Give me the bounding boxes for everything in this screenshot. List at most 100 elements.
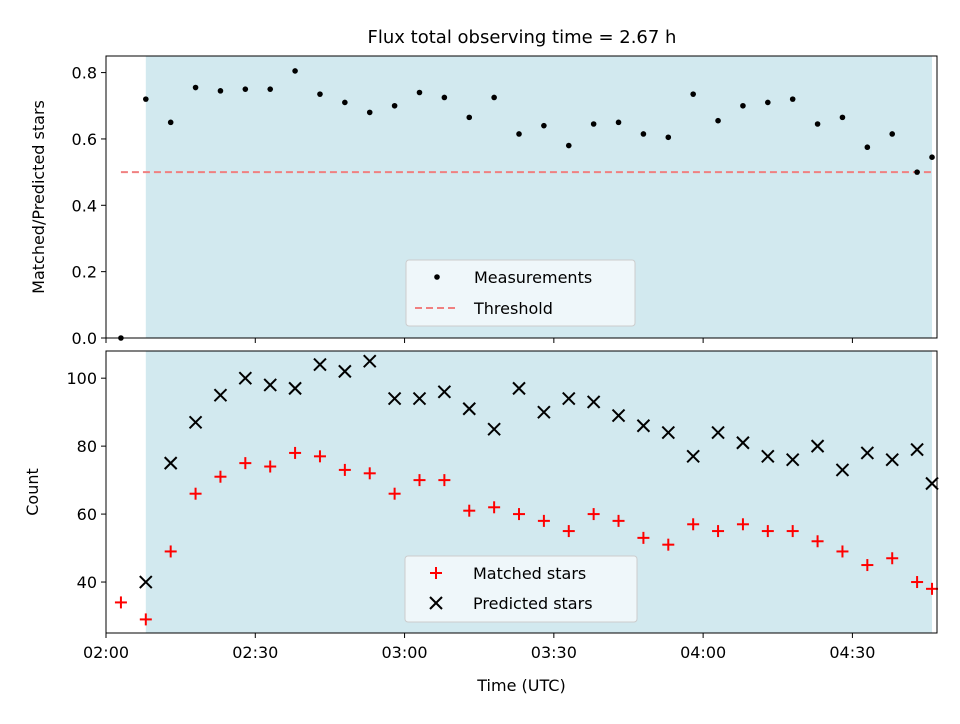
top-y-ticks: 0.0 0.2 0.4 0.6 0.8 bbox=[72, 64, 106, 348]
predicted-star-point bbox=[785, 453, 800, 467]
matched-star-point bbox=[861, 559, 874, 572]
bottom-x-ticks: 02:00 02:30 03:00 03:30 04:00 04:30 bbox=[83, 633, 875, 662]
measurement-point bbox=[839, 114, 846, 121]
bottom-legend: Matched stars Predicted stars bbox=[404, 555, 638, 623]
y-tick-label: 0.6 bbox=[72, 130, 97, 149]
measurement-point bbox=[929, 154, 935, 160]
legend-marker-measurements bbox=[434, 274, 440, 280]
bottom-panel: 40 60 80 100 02:00 02:30 03:00 03:30 04:00 04:30… bbox=[23, 350, 939, 695]
measurement-point bbox=[292, 68, 298, 74]
matched-star-point bbox=[413, 474, 426, 487]
legend-label-measurements: Measurements bbox=[474, 268, 592, 287]
predicted-star-point bbox=[636, 419, 651, 433]
measurement-point bbox=[590, 121, 597, 127]
measurement-point bbox=[765, 99, 771, 106]
x-tick-label: 02:00 bbox=[83, 643, 129, 662]
predicted-star-point bbox=[686, 449, 700, 464]
x-tick-label: 03:00 bbox=[382, 643, 428, 662]
bottom-y-ticks: 40 60 80 100 bbox=[66, 369, 106, 592]
top-axes-frame bbox=[105, 55, 938, 339]
x-tick-label: 04:30 bbox=[829, 643, 875, 662]
predicted-star-point bbox=[288, 381, 302, 396]
measurement-point bbox=[914, 169, 920, 175]
matched-star-point bbox=[761, 525, 774, 538]
measurement-point bbox=[366, 109, 373, 116]
matched-star-point bbox=[463, 504, 476, 517]
measurement-points bbox=[118, 68, 935, 341]
matched-star-point bbox=[612, 514, 625, 527]
predicted-star-point bbox=[213, 388, 228, 402]
measurement-point bbox=[740, 102, 746, 109]
predicted-star-point bbox=[736, 436, 750, 450]
predicted-star-point bbox=[885, 453, 899, 467]
top-legend: Measurements Threshold bbox=[405, 259, 636, 327]
matched-star-point bbox=[313, 450, 326, 463]
matched-star-point bbox=[264, 460, 277, 473]
matched-star-point bbox=[239, 457, 252, 470]
top-x-ticks bbox=[105, 338, 853, 343]
matched-star-point bbox=[164, 545, 177, 558]
measurement-point bbox=[143, 96, 149, 102]
predicted-star-point bbox=[263, 378, 277, 392]
y-tick-label: 0.8 bbox=[72, 64, 97, 83]
matched-star-point bbox=[214, 470, 227, 483]
matched-star-point bbox=[488, 501, 501, 514]
predicted-star-point bbox=[586, 395, 601, 409]
legend-marker-matched-stars bbox=[430, 567, 442, 579]
predicted-star-point bbox=[611, 408, 626, 423]
measurement-point bbox=[690, 91, 696, 97]
matched-star-point bbox=[786, 525, 799, 538]
matched-star-point bbox=[836, 545, 849, 558]
matched-star-point bbox=[562, 525, 575, 538]
top-legend-box bbox=[405, 259, 636, 327]
x-tick-label: 03:30 bbox=[531, 643, 577, 662]
matched-star-point bbox=[513, 508, 526, 521]
predicted-star-point bbox=[537, 405, 551, 419]
measurement-point bbox=[715, 117, 721, 124]
matched-star-point bbox=[338, 463, 351, 476]
measurement-point bbox=[565, 142, 572, 149]
matched-star-point bbox=[811, 535, 824, 548]
measurement-point bbox=[317, 91, 323, 97]
top-panel: 0.00.20.40.60.8 Matched/Predicted stars … bbox=[29, 55, 938, 348]
matched-star-point bbox=[189, 487, 202, 500]
measurement-point bbox=[391, 102, 398, 109]
legend-marker-predicted-stars bbox=[429, 596, 443, 610]
predicted-star-point bbox=[188, 415, 203, 430]
matched-star-point bbox=[662, 538, 675, 551]
measurement-point bbox=[615, 119, 622, 126]
bottom-legend-box bbox=[404, 555, 638, 623]
legend-label-predicted-stars: Predicted stars bbox=[473, 594, 593, 613]
x-tick-label: 02:30 bbox=[232, 643, 278, 662]
measurement-point bbox=[416, 89, 423, 96]
y-tick-label: 0.4 bbox=[72, 196, 97, 215]
predicted-star-point bbox=[363, 354, 377, 368]
predicted-star-point bbox=[437, 385, 452, 399]
predicted-star-point bbox=[139, 575, 153, 589]
predicted-star-point bbox=[163, 456, 178, 470]
measurement-point bbox=[640, 131, 647, 137]
predicted-star-point bbox=[487, 422, 501, 436]
predicted-star-point bbox=[462, 402, 476, 416]
predicted-star-point bbox=[810, 439, 825, 453]
predicted-star-point bbox=[313, 357, 327, 372]
matched-star-point bbox=[363, 467, 376, 480]
measurement-point bbox=[192, 84, 199, 91]
predicted-star-point bbox=[562, 391, 576, 406]
y-tick-label: 80 bbox=[77, 437, 97, 456]
measurement-point bbox=[267, 86, 274, 92]
count-points bbox=[114, 354, 939, 626]
y-tick-label: 0.0 bbox=[72, 329, 97, 348]
predicted-star-point bbox=[835, 463, 850, 477]
measurement-point bbox=[217, 88, 224, 94]
bottom-axes-frame bbox=[105, 350, 938, 634]
predicted-star-point bbox=[925, 476, 939, 491]
y-tick-label: 100 bbox=[66, 369, 97, 388]
matched-star-point bbox=[736, 518, 749, 531]
chart-title: Flux total observing time = 2.67 h bbox=[368, 27, 677, 48]
predicted-star-point bbox=[338, 364, 352, 379]
measurement-point bbox=[242, 86, 249, 92]
measurement-point bbox=[167, 119, 174, 126]
legend-label-matched-stars: Matched stars bbox=[473, 564, 586, 583]
